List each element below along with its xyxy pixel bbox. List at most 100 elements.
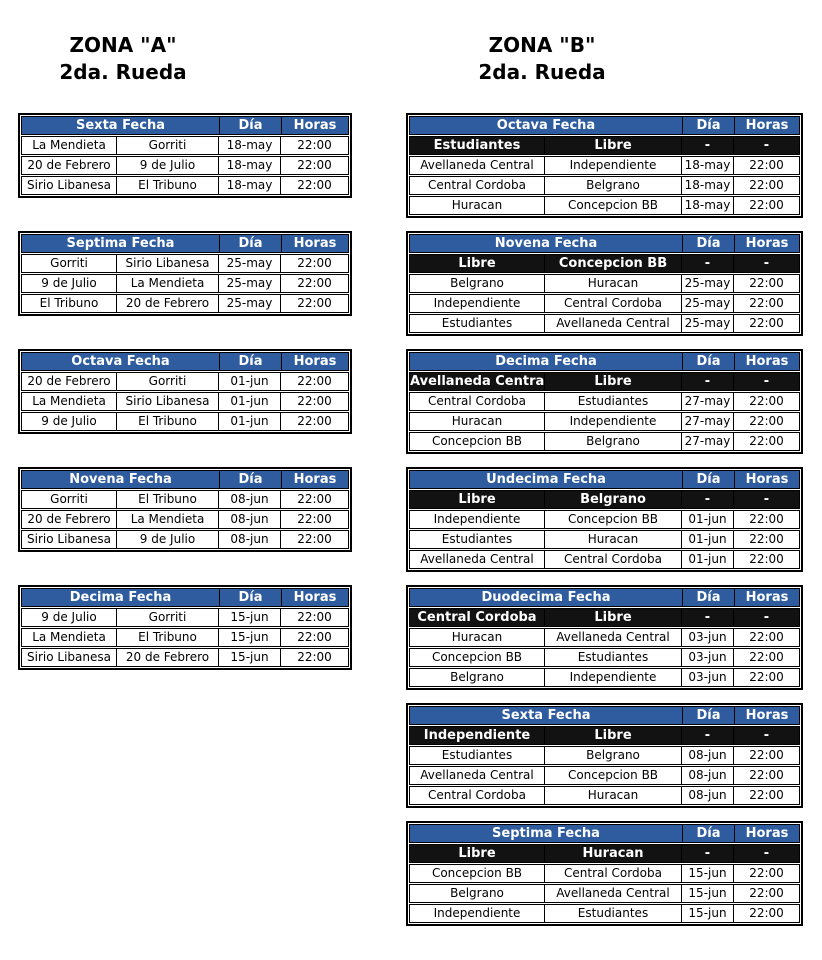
fixture-row: Avellaneda Central Independiente 18-may … [409,156,800,175]
horas-column-header: Horas [734,825,799,842]
away-team-cell: 9 de Julio [116,531,218,548]
dia-column-header: Día [219,353,281,370]
dia-column-header: Día [219,589,281,606]
away-team-cell: Belgrano [544,491,681,508]
match-time-cell: 22:00 [280,413,348,430]
fixture-row: Huracan Independiente 27-may 22:00 [409,412,800,431]
match-time-cell: 22:00 [733,865,799,882]
fixture-header-row: Octava Fecha Día Horas [409,116,800,135]
fixture-table: Novena Fecha Día Horas Gorriti El Tribun… [18,467,352,552]
match-day-cell: 18-may [681,177,733,194]
away-team-cell: Belgrano [544,177,681,194]
home-team-cell: Estudiantes [441,532,513,546]
fixture-row: Independiente Concepcion BB 01-jun 22:00 [409,510,800,529]
home-team-cell: Libre [458,846,496,861]
match-time-cell: - [733,491,799,508]
zone-a-title-line1: ZONA "A" [69,33,177,57]
away-team-cell: Estudiantes [544,905,681,922]
dia-column-header: Día [682,117,734,134]
fixture-row: Gorriti El Tribuno 08-jun 22:00 [21,490,349,509]
horas-column-header: Horas [734,117,799,134]
match-day-cell: - [681,609,733,626]
match-time-cell: 22:00 [733,649,799,666]
fixture-table: Octava Fecha Día Horas 20 de Febrero Gor… [18,349,352,434]
match-time-cell: 22:00 [280,649,348,666]
match-time-cell: 22:00 [280,295,348,312]
match-time-cell: 22:00 [280,609,348,626]
dia-column-header: Día [219,471,281,488]
home-team-cell: Gorriti [50,256,88,270]
away-team-cell: Belgrano [544,747,681,764]
away-team-cell: Avellaneda Central [544,885,681,902]
fecha-title: Octava Fecha [71,354,170,369]
match-day-cell: 01-jun [218,413,280,430]
fixture-row: 9 de Julio El Tribuno 01-jun 22:00 [21,412,349,431]
away-team-cell: 20 de Febrero [116,649,218,666]
match-day-cell: 15-jun [218,629,280,646]
fixture-row: Concepcion BB Central Cordoba 15-jun 22:… [409,864,800,883]
match-time-cell: 22:00 [280,373,348,390]
away-team-cell: Central Cordoba [544,295,681,312]
home-team-cell: 9 de Julio [41,610,97,624]
horas-column-header: Horas [734,471,799,488]
fixture-table: Sexta Fecha Día Horas La Mendieta Gorrit… [18,113,352,198]
horas-column-header: Horas [734,353,799,370]
fecha-title: Decima Fecha [69,590,172,605]
dia-column-header: Día [219,117,281,134]
zone-b-title-line1: ZONA "B" [488,33,596,57]
match-day-cell: 03-jun [681,629,733,646]
home-team-cell: Avellaneda Central [420,768,534,782]
fixture-row: Sirio Libanesa 20 de Febrero 15-jun 22:0… [21,648,349,667]
match-day-cell: 08-jun [681,747,733,764]
match-time-cell: 22:00 [733,413,799,430]
home-team-cell: 20 de Febrero [27,512,111,526]
fixture-row: 20 de Febrero Gorriti 01-jun 22:00 [21,372,349,391]
fixture-row: La Mendieta Gorriti 18-may 22:00 [21,136,349,155]
away-team-cell: La Mendieta [116,511,218,528]
fixture-header-row: Novena Fecha Día Horas [409,234,800,253]
fixture-row: Central Cordoba Belgrano 18-may 22:00 [409,176,800,195]
home-team-cell: Central Cordoba [417,610,537,625]
away-team-cell: El Tribuno [116,177,218,194]
match-time-cell: - [733,137,799,154]
home-team-cell: Independiente [433,906,521,920]
match-day-cell: 18-may [218,157,280,174]
fixture-header-row: Sexta Fecha Día Horas [21,116,349,135]
match-day-cell: 08-jun [681,787,733,804]
away-team-cell: Belgrano [544,433,681,450]
fixture-row: Estudiantes Belgrano 08-jun 22:00 [409,746,800,765]
home-team-cell: Belgrano [450,276,504,290]
fecha-title: Decima Fecha [495,354,597,369]
home-team-cell: Central Cordoba [428,178,526,192]
home-team-cell: Central Cordoba [428,394,526,408]
match-time-cell: 22:00 [280,255,348,272]
libre-row: Libre Huracan - - [409,844,800,863]
match-day-cell: 01-jun [681,511,733,528]
home-team-cell: Independiente [423,728,531,743]
away-team-cell: Sirio Libanesa [116,393,218,410]
away-team-cell: El Tribuno [116,413,218,430]
away-team-cell: Concepcion BB [544,255,681,272]
match-time-cell: 22:00 [733,787,799,804]
home-team-cell: Independiente [433,512,521,526]
home-team-cell: Avellaneda Central [420,158,534,172]
home-team-cell: Huracan [451,630,503,644]
dia-column-header: Día [682,235,734,252]
fecha-title: Duodecima Fecha [481,590,611,605]
match-day-cell: 27-may [681,413,733,430]
fixture-row: Huracan Concepcion BB 18-may 22:00 [409,196,800,215]
home-team-cell: Belgrano [450,886,504,900]
home-team-cell: Independiente [433,296,521,310]
match-day-cell: 25-may [681,275,733,292]
fixture-header-row: Duodecima Fecha Día Horas [409,588,800,607]
away-team-cell: Avellaneda Central [544,315,681,332]
fixture-header-row: Septima Fecha Día Horas [21,234,349,253]
horas-column-header: Horas [734,589,799,606]
match-day-cell: 27-may [681,393,733,410]
libre-row: Libre Concepcion BB - - [409,254,800,273]
home-team-cell: Estudiantes [441,748,513,762]
fixture-header-row: Septima Fecha Día Horas [409,824,800,843]
fixture-header-row: Octava Fecha Día Horas [21,352,349,371]
home-team-cell: 9 de Julio [41,276,97,290]
fecha-title: Septima Fecha [66,236,175,251]
